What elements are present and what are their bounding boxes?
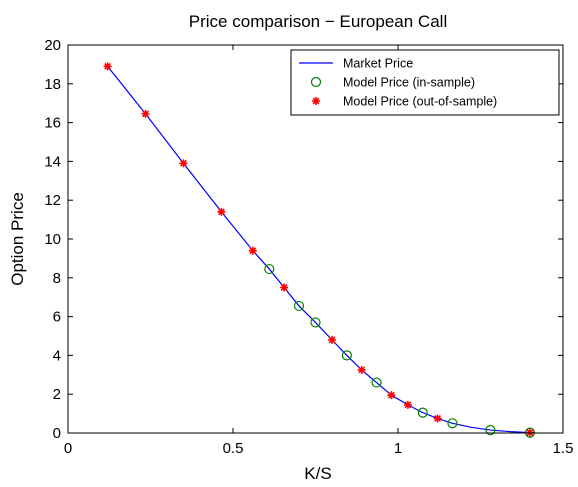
y-tick-label: 6 [53, 309, 61, 326]
point-out-of-sample [141, 109, 150, 118]
point-out-of-sample [217, 207, 226, 216]
y-tick-label: 2 [53, 386, 61, 403]
point-in-sample [447, 418, 458, 429]
y-axis-label: Option Price [8, 192, 27, 286]
tick-layer: 0 0.5 1 1.5 0 2 4 6 8 10 12 14 16 18 20 [44, 37, 573, 457]
chart-title: Price comparison − European Call [189, 12, 447, 31]
y-tick-label: 18 [44, 76, 61, 93]
x-axis-label: K/S [304, 464, 331, 483]
legend-swatch-star [312, 97, 320, 105]
y-tick-label: 0 [53, 425, 61, 442]
legend: Market Price Model Price (in-sample) Model… [290, 49, 560, 116]
point-out-of-sample [357, 365, 366, 374]
point-in-sample [341, 350, 352, 361]
legend-label: Market Price [343, 57, 413, 71]
y-tick-label: 10 [44, 231, 61, 248]
y-tick-label: 8 [53, 270, 61, 287]
point-out-of-sample [403, 400, 412, 409]
point-out-of-sample [280, 283, 289, 292]
point-out-of-sample [103, 62, 112, 71]
y-tick-label: 16 [44, 115, 61, 132]
legend-label: Model Price (out-of-sample) [343, 95, 497, 109]
point-in-sample [485, 424, 496, 436]
point-in-sample [371, 377, 382, 388]
point-out-of-sample [328, 335, 336, 344]
point-in-sample [417, 407, 428, 418]
point-out-of-sample [387, 391, 396, 400]
y-tick-label: 20 [44, 37, 61, 54]
point-in-sample [264, 263, 275, 275]
point-in-sample [293, 300, 305, 312]
plot-layer [103, 62, 536, 438]
x-tick-label: 1 [394, 440, 402, 457]
point-out-of-sample [179, 159, 188, 168]
y-tick-label: 4 [53, 347, 61, 364]
point-out-of-sample [248, 246, 257, 255]
x-tick-label: 1.5 [553, 440, 574, 457]
y-tick-label: 14 [44, 153, 61, 170]
legend-swatch-circle [310, 76, 322, 88]
series-line-market-price [107, 65, 531, 434]
legend-box [290, 49, 560, 116]
y-tick-label: 12 [44, 192, 61, 209]
x-tick-label: 0.5 [223, 440, 244, 457]
x-tick-label: 0 [64, 440, 72, 457]
point-out-of-sample [433, 414, 442, 423]
legend-label: Model Price (in-sample) [343, 76, 475, 90]
point-in-sample [310, 317, 321, 328]
